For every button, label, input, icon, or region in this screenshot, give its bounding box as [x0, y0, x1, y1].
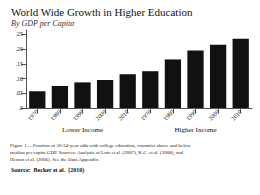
svg-text:1970: 1970 [140, 109, 153, 122]
svg-text:.15: .15 [16, 61, 24, 67]
svg-text:2010: 2010 [117, 109, 130, 122]
svg-text:.0: .0 [19, 105, 24, 111]
svg-text:.25: .25 [16, 31, 24, 37]
svg-text:1980: 1980 [49, 109, 62, 122]
svg-text:Higher Income: Higher Income [174, 126, 216, 134]
svg-text:Lower Income: Lower Income [62, 126, 103, 134]
svg-text:1990: 1990 [72, 109, 85, 122]
svg-text:1970: 1970 [27, 109, 40, 122]
svg-text:World Wide Growth in Higher Ed: World Wide Growth in Higher Education [11, 6, 193, 18]
svg-text:By GDP per Capita: By GDP per Capita [11, 19, 74, 28]
svg-text:Source: Becker et al. (2010): Source: Becker et al. (2010) [11, 167, 84, 174]
svg-text:2000: 2000 [95, 109, 108, 122]
svg-text:2000: 2000 [208, 109, 221, 122]
svg-text:median per capita GDP. Sources: median per capita GDP. Sources: Analysis… [10, 150, 184, 156]
svg-text:1990: 1990 [185, 109, 198, 122]
svg-text:2010: 2010 [230, 109, 243, 122]
svg-text:.20: .20 [16, 46, 24, 52]
svg-text:.05: .05 [16, 90, 24, 96]
svg-text:1980: 1980 [162, 109, 175, 122]
svg-text:.10: .10 [16, 76, 24, 82]
svg-text:Heston et al. (2006). See the: Heston et al. (2006). See the Data Appen… [10, 157, 99, 162]
svg-text:Figure 1.—Fraction of 30-34-ye: Figure 1.—Fraction of 30-34-year-olds wi… [10, 143, 191, 149]
